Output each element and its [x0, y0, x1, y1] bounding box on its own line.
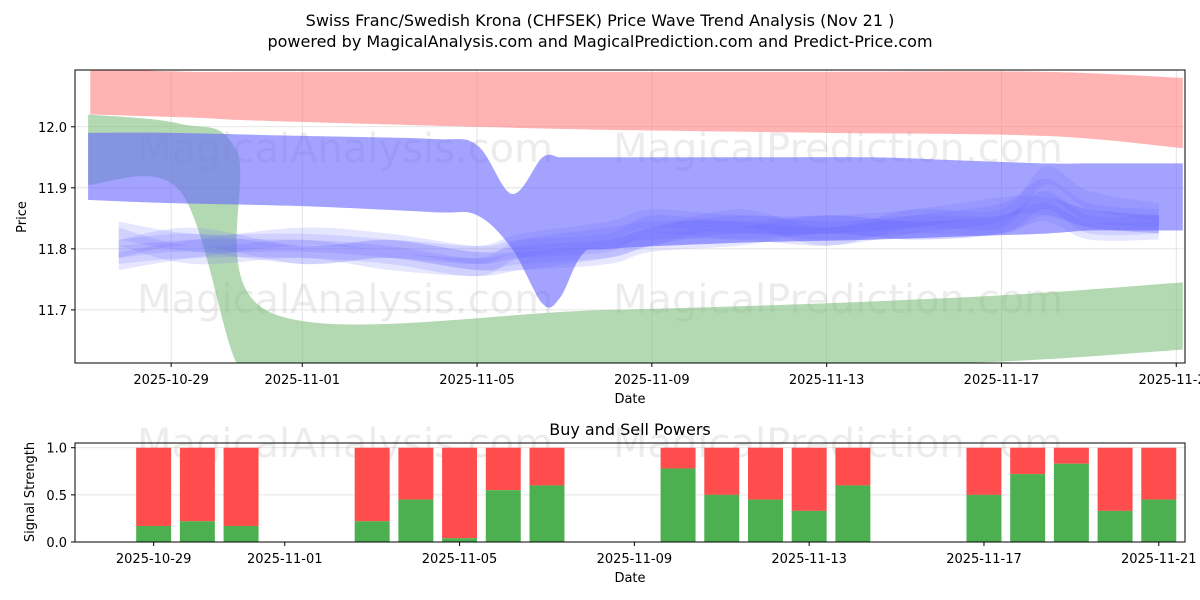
signal-chart-title: Buy and Sell Powers — [549, 420, 711, 439]
x-tick-label: 2025-11-21 — [1138, 373, 1200, 388]
buy-bar — [747, 499, 783, 542]
sell-bar — [966, 447, 1002, 495]
x-tick-label: 2025-11-17 — [964, 373, 1040, 388]
buy-bar — [354, 521, 390, 542]
buy-bar — [136, 525, 172, 542]
x-tick-label: 2025-11-09 — [597, 552, 673, 567]
sell-bar — [223, 447, 259, 526]
x-tick-label: 2025-11-01 — [264, 373, 340, 388]
wave-line — [118, 203, 1159, 271]
blue_band — [88, 132, 1183, 308]
wave-line — [118, 197, 1159, 271]
sell-bar — [704, 447, 740, 495]
x-tick-label: 2025-10-29 — [133, 373, 209, 388]
sell-bar — [1010, 447, 1046, 475]
sell-bar — [398, 447, 434, 500]
buy-bar — [791, 510, 827, 542]
signal-x-ticks: 2025-10-29 2025-11-01 2025-11-05 2025-11-09… — [116, 542, 1197, 567]
sell-bar — [136, 447, 172, 526]
x-tick-label: 2025-11-13 — [789, 373, 865, 388]
sell-bar — [747, 447, 783, 500]
chart-title-line1: Swiss Franc/Swedish Krona (CHFSEK) Price… — [306, 11, 895, 30]
signal-bars — [136, 447, 1177, 542]
y-tick-label: 1.0 — [46, 442, 67, 457]
buy-bar — [1141, 499, 1177, 542]
buy-bar — [485, 490, 521, 542]
x-tick-label: 2025-11-09 — [614, 373, 690, 388]
y-tick-label: 12.0 — [38, 121, 67, 136]
sell-bar — [835, 447, 871, 486]
buy-bar — [223, 525, 259, 542]
signal-y-ticks: 0.0 0.5 1.0 — [46, 442, 75, 551]
price-bands — [88, 70, 1183, 363]
y-tick-label: 11.7 — [38, 304, 67, 319]
sell-bar — [1097, 447, 1133, 511]
price-wave-lines — [118, 166, 1159, 277]
buy-bar — [442, 538, 478, 542]
y-tick-label: 11.8 — [38, 243, 67, 258]
buy-bar — [835, 485, 871, 542]
y-tick-label: 0.0 — [46, 536, 67, 551]
sell-bar — [660, 447, 696, 469]
sell-bar — [1141, 447, 1177, 500]
x-tick-label: 2025-11-17 — [946, 552, 1022, 567]
watermark-text: MagicalAnalysis.com — [137, 277, 553, 323]
price-x-axis-label: Date — [614, 392, 645, 407]
buy-bar — [1010, 474, 1046, 542]
sell-bar — [791, 447, 827, 511]
buy-bar — [179, 521, 215, 542]
wave-line — [118, 195, 1159, 265]
sell-bar — [179, 447, 215, 522]
buy-bar — [1097, 510, 1133, 542]
buy-bar — [398, 499, 434, 542]
price-chart: MagicalAnalysis.com MagicalPrediction.co… — [15, 69, 1200, 407]
chart-title-line2: powered by MagicalAnalysis.com and Magic… — [267, 32, 932, 51]
x-tick-label: 2025-11-21 — [1121, 552, 1197, 567]
x-tick-label: 2025-11-13 — [771, 552, 847, 567]
buy-bar — [1053, 463, 1089, 542]
x-tick-label: 2025-11-05 — [422, 552, 498, 567]
sell-bar — [485, 447, 521, 491]
wave-line — [118, 178, 1159, 277]
buy-bar — [704, 494, 740, 542]
sell-bar — [354, 447, 390, 522]
buy-bar — [529, 485, 565, 542]
x-tick-label: 2025-11-05 — [439, 373, 515, 388]
wave-line — [118, 191, 1159, 272]
x-tick-label: 2025-10-29 — [116, 552, 192, 567]
signal-y-axis-label: Signal Strength — [23, 442, 38, 542]
price-watermarks: MagicalAnalysis.com MagicalPrediction.co… — [137, 126, 1063, 323]
red_band — [90, 70, 1183, 149]
signal-chart: Buy and Sell Powers MagicalAnalysis.com … — [23, 420, 1197, 586]
price-y-axis-label: Price — [15, 201, 30, 233]
price-x-ticks: 2025-10-29 2025-11-01 2025-11-05 2025-11-09… — [133, 363, 1200, 388]
green_band — [88, 114, 1183, 363]
sell-bar — [442, 447, 478, 539]
y-tick-label: 11.9 — [38, 182, 67, 197]
buy-bar — [966, 494, 1002, 542]
signal-plot-frame — [74, 442, 1186, 543]
price-y-ticks: 11.7 11.8 11.9 12.0 — [38, 121, 75, 319]
sell-bar — [1053, 447, 1089, 464]
x-tick-label: 2025-11-01 — [247, 552, 323, 567]
wave-line — [118, 166, 1159, 277]
y-tick-label: 0.5 — [46, 489, 67, 504]
signal-x-axis-label: Date — [614, 571, 645, 586]
sell-bar — [529, 447, 565, 486]
buy-bar — [660, 468, 696, 542]
price-plot-frame — [74, 69, 1186, 364]
